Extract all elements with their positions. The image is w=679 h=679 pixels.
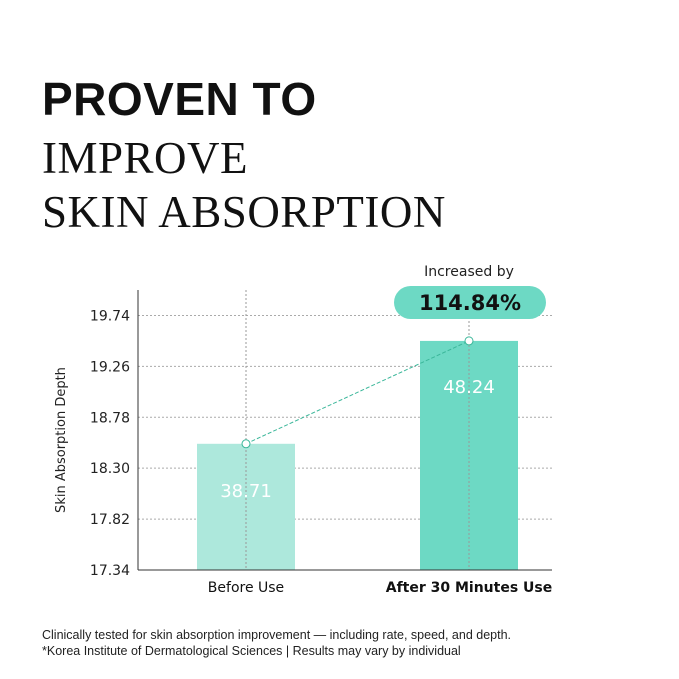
footer-note: Clinically tested for skin absorption im… (42, 628, 512, 642)
data-label: 48.24 (443, 377, 495, 398)
data-point (241, 439, 251, 449)
data-label: 38.71 (220, 481, 272, 502)
annotation-badge (394, 286, 546, 319)
connector-line (245, 340, 470, 445)
headline-line-1: PROVEN TO (42, 73, 317, 125)
x-tick-label: After 30 Minutes Use (386, 580, 553, 596)
x-tick-label: Before Use (208, 580, 284, 596)
y-tick-label: 19.26 (90, 359, 130, 375)
data-point (464, 336, 474, 346)
y-tick-label: 17.82 (90, 512, 130, 528)
footer-source: *Korea Institute of Dermatological Scien… (42, 644, 461, 658)
annotation-value: 114.84% (419, 291, 521, 315)
y-tick-label: 18.78 (90, 410, 130, 426)
y-axis-label: Skin Absorption Depth (54, 367, 69, 513)
bar-after (420, 340, 518, 570)
annotation-caption: Increased by (424, 264, 514, 280)
y-tick-label: 17.34 (90, 563, 130, 579)
headline-line-2: IMPROVE (42, 133, 249, 183)
y-tick-label: 18.30 (90, 461, 130, 477)
headline-line-3: SKIN ABSORPTION (42, 187, 446, 237)
y-tick-label: 19.74 (90, 308, 130, 324)
